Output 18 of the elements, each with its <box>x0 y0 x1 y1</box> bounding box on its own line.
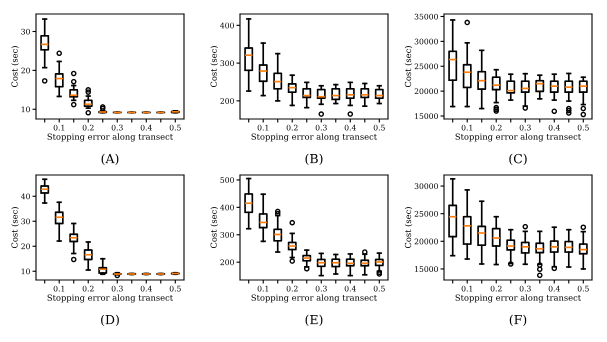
x-axis-title: Stopping error along transect <box>456 133 582 142</box>
text: (F) <box>510 314 526 326</box>
y-axis-title: Cost (sec) <box>404 46 412 88</box>
text: (A) <box>102 154 118 166</box>
y-axis-title: Cost (sec) <box>404 207 412 248</box>
x-axis-title: Stopping error along transect <box>456 294 582 303</box>
x-axis-title: Stopping error along transect <box>48 133 174 142</box>
y-axis-title: Cost (sec) <box>210 207 218 248</box>
text: (B) <box>306 154 322 166</box>
text: (D) <box>101 314 119 326</box>
y-axis-title: Cost (sec) <box>210 46 218 88</box>
y-axis-title: Cost (sec) <box>11 46 19 88</box>
y-axis-title: Cost (sec) <box>11 207 19 248</box>
x-axis-title: Stopping error along transect <box>252 294 378 303</box>
x-axis-title: Stopping error along transect <box>48 294 174 303</box>
text: (E) <box>306 314 322 326</box>
x-axis-title: Stopping error along transect <box>252 133 378 142</box>
text: (C) <box>509 154 527 166</box>
